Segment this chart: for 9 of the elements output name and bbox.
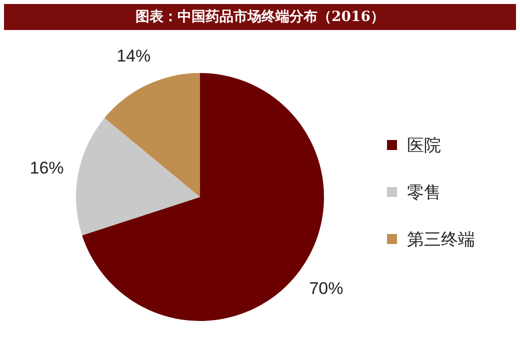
data-label: 70% (309, 279, 344, 298)
data-label: 14% (116, 46, 151, 66)
data-label: 16% (30, 158, 64, 178)
legend-label: 第三终端 (407, 228, 475, 250)
pie-slice (76, 118, 200, 236)
chart-title: 图表：中国药品市场终端分布（2016） (4, 4, 516, 30)
legend-label: 医院 (407, 134, 441, 156)
pie-slice (104, 73, 200, 197)
legend-label: 零售 (407, 182, 441, 204)
